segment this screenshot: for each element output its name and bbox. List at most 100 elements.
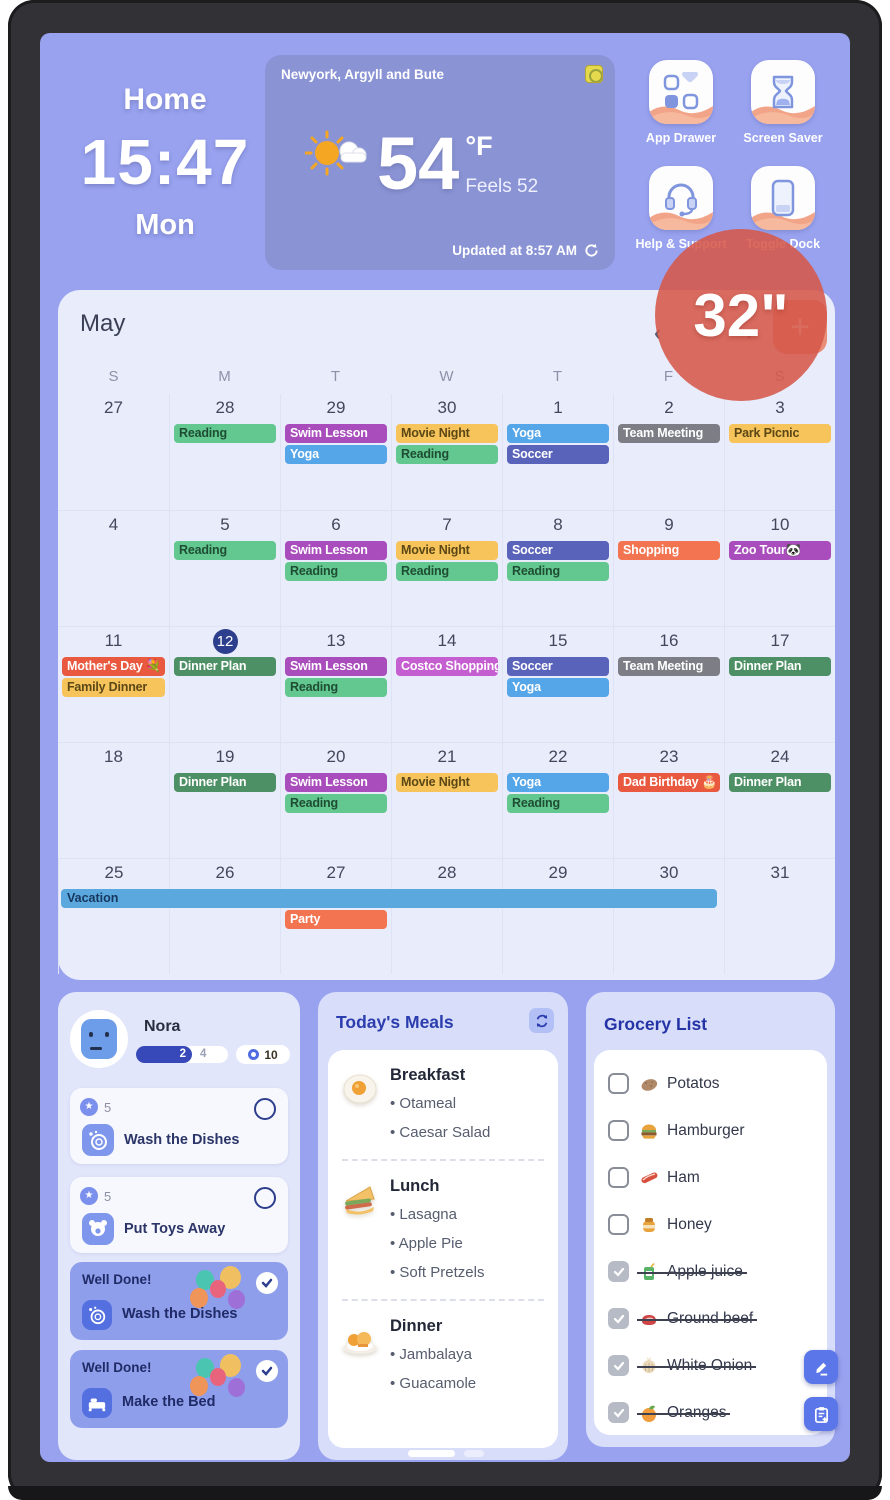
grocery-checkbox[interactable] [608, 1120, 629, 1141]
calendar-day-cell[interactable]: 16 Team Meeting [613, 627, 724, 742]
calendar-event[interactable]: Party [285, 910, 387, 929]
calendar-event[interactable]: Reading [174, 424, 276, 443]
calendar-day-cell[interactable]: 7 Movie Night Reading [391, 511, 502, 626]
done-card-wash-dishes[interactable]: Well Done! Wash the Dishes [70, 1262, 288, 1340]
grocery-checkbox[interactable] [608, 1167, 629, 1188]
calendar-day-cell[interactable]: 21 Movie Night [391, 743, 502, 858]
calendar-day-cell[interactable]: 17 Dinner Plan [724, 627, 835, 742]
calendar-event[interactable]: Reading [396, 445, 498, 464]
avatar[interactable] [70, 1010, 128, 1068]
calendar-event[interactable]: Dinner Plan [729, 657, 831, 676]
grocery-item[interactable]: Oranges [608, 1389, 827, 1435]
calendar-event[interactable]: Costco Shopping [396, 657, 498, 676]
calendar-day-cell[interactable]: 5 Reading [169, 511, 280, 626]
calendar-day-cell[interactable]: 2 Team Meeting [613, 394, 724, 510]
calendar-day-cell[interactable]: 20 Swim Lesson Reading [280, 743, 391, 858]
shortcut-screen-saver[interactable]: Screen Saver [728, 60, 838, 145]
shortcut-toggle-dock[interactable]: Toggle Dock [728, 166, 838, 251]
grocery-item[interactable]: Potatos [608, 1060, 827, 1107]
calendar-day-cell[interactable]: 29 [502, 859, 613, 974]
calendar-day-cell[interactable]: 27 Party [280, 859, 391, 974]
calendar-event[interactable]: Soccer [507, 445, 609, 464]
calendar-event[interactable]: Family Dinner [62, 678, 165, 697]
shortcut-app-drawer[interactable]: App Drawer [626, 60, 736, 145]
calendar-event[interactable]: Team Meeting [618, 657, 720, 676]
sync-meals-button[interactable] [529, 1008, 554, 1033]
calendar-event[interactable]: Dinner Plan [729, 773, 831, 792]
grocery-checkbox[interactable] [608, 1308, 629, 1329]
calendar-event[interactable]: Dinner Plan [174, 773, 276, 792]
calendar-event[interactable]: Reading [285, 678, 387, 697]
calendar-event[interactable]: Team Meeting [618, 424, 720, 443]
grocery-checkbox[interactable] [608, 1355, 629, 1376]
calendar-event[interactable]: Reading [507, 562, 609, 581]
grocery-item[interactable]: Hamburger [608, 1107, 827, 1154]
chore-card-wash-dishes[interactable]: ★ 5 Wash the Dishes [70, 1088, 288, 1164]
calendar-day-cell[interactable]: 22 Yoga Reading [502, 743, 613, 858]
done-card-make-the-bed[interactable]: Well Done! Make the Bed [70, 1350, 288, 1428]
calendar-day-cell[interactable]: 30 [613, 859, 724, 974]
calendar-event[interactable]: Swim Lesson [285, 424, 387, 443]
calendar-event[interactable]: Movie Night [396, 424, 498, 443]
calendar-event[interactable]: Reading [285, 794, 387, 813]
calendar-event-multiday[interactable]: Vacation [61, 889, 717, 908]
calendar-event[interactable]: Reading [174, 541, 276, 560]
add-list-button[interactable] [804, 1397, 838, 1431]
calendar-day-cell[interactable]: 19 Dinner Plan [169, 743, 280, 858]
calendar-day-cell[interactable]: 3 Park Picnic [724, 394, 835, 510]
calendar-event[interactable]: Movie Night [396, 541, 498, 560]
weather-widget[interactable]: Newyork, Argyll and Bute [265, 55, 615, 270]
calendar-event[interactable]: Yoga [507, 678, 609, 697]
page-dot-inactive[interactable] [464, 1450, 484, 1457]
calendar-event[interactable]: Dad Birthday 🎂 [618, 773, 720, 792]
calendar-event[interactable]: Swim Lesson [285, 773, 387, 792]
calendar-day-cell[interactable]: 30 Movie Night Reading [391, 394, 502, 510]
calendar-event[interactable]: Swim Lesson [285, 541, 387, 560]
calendar-day-cell[interactable]: 6 Swim Lesson Reading [280, 511, 391, 626]
calendar-day-cell[interactable]: 28 Reading [169, 394, 280, 510]
calendar-event[interactable]: Zoo Tour🐼 [729, 541, 831, 560]
calendar-day-cell[interactable]: 15 Soccer Yoga [502, 627, 613, 742]
calendar-day-cell[interactable]: 25 [58, 859, 169, 974]
page-dot-active[interactable] [408, 1450, 455, 1457]
calendar-event[interactable]: Shopping [618, 541, 720, 560]
grocery-item[interactable]: Apple juice [608, 1248, 827, 1295]
calendar-day-cell[interactable]: 23 Dad Birthday 🎂 [613, 743, 724, 858]
calendar-event[interactable]: Mother's Day 💐 [62, 657, 165, 676]
chore-checkbox[interactable] [254, 1187, 276, 1209]
calendar-day-cell[interactable]: 12 Dinner Plan [169, 627, 280, 742]
calendar-day-cell[interactable]: 14 Costco Shopping [391, 627, 502, 742]
calendar-event[interactable]: Reading [507, 794, 609, 813]
calendar-event[interactable]: Yoga [507, 773, 609, 792]
calendar-event[interactable]: Yoga [507, 424, 609, 443]
calendar-event[interactable]: Soccer [507, 657, 609, 676]
calendar-day-cell[interactable]: 29 Swim Lesson Yoga [280, 394, 391, 510]
calendar-day-cell[interactable]: 4 [58, 511, 169, 626]
grocery-item[interactable]: Ground beef [608, 1295, 827, 1342]
calendar-event[interactable]: Reading [396, 562, 498, 581]
calendar-event[interactable]: Dinner Plan [174, 657, 276, 676]
calendar-event[interactable]: Reading [285, 562, 387, 581]
refresh-icon[interactable] [584, 243, 599, 258]
calendar-day-cell[interactable]: 26 [169, 859, 280, 974]
grocery-checkbox[interactable] [608, 1214, 629, 1235]
calendar-day-cell[interactable]: 28 [391, 859, 502, 974]
calendar-day-cell[interactable]: 18 [58, 743, 169, 858]
grocery-item[interactable]: Ham [608, 1154, 827, 1201]
calendar-day-cell[interactable]: 10 Zoo Tour🐼 [724, 511, 835, 626]
calendar-event[interactable]: Movie Night [396, 773, 498, 792]
grocery-item[interactable]: White Onion [608, 1342, 827, 1389]
calendar-event[interactable]: Park Picnic [729, 424, 831, 443]
calendar-day-cell[interactable]: 11 Mother's Day 💐 Family Dinner [58, 627, 169, 742]
grocery-checkbox[interactable] [608, 1073, 629, 1094]
calendar-day-cell[interactable]: 1 Yoga Soccer [502, 394, 613, 510]
calendar-day-cell[interactable]: 8 Soccer Reading [502, 511, 613, 626]
calendar-event[interactable]: Yoga [285, 445, 387, 464]
chore-checkbox[interactable] [254, 1098, 276, 1120]
calendar-day-cell[interactable]: 9 Shopping [613, 511, 724, 626]
calendar-day-cell[interactable]: 24 Dinner Plan [724, 743, 835, 858]
calendar-event[interactable]: Soccer [507, 541, 609, 560]
calendar-event[interactable]: Swim Lesson [285, 657, 387, 676]
edit-list-button[interactable] [804, 1350, 838, 1384]
calendar-day-cell[interactable]: 27 [58, 394, 169, 510]
